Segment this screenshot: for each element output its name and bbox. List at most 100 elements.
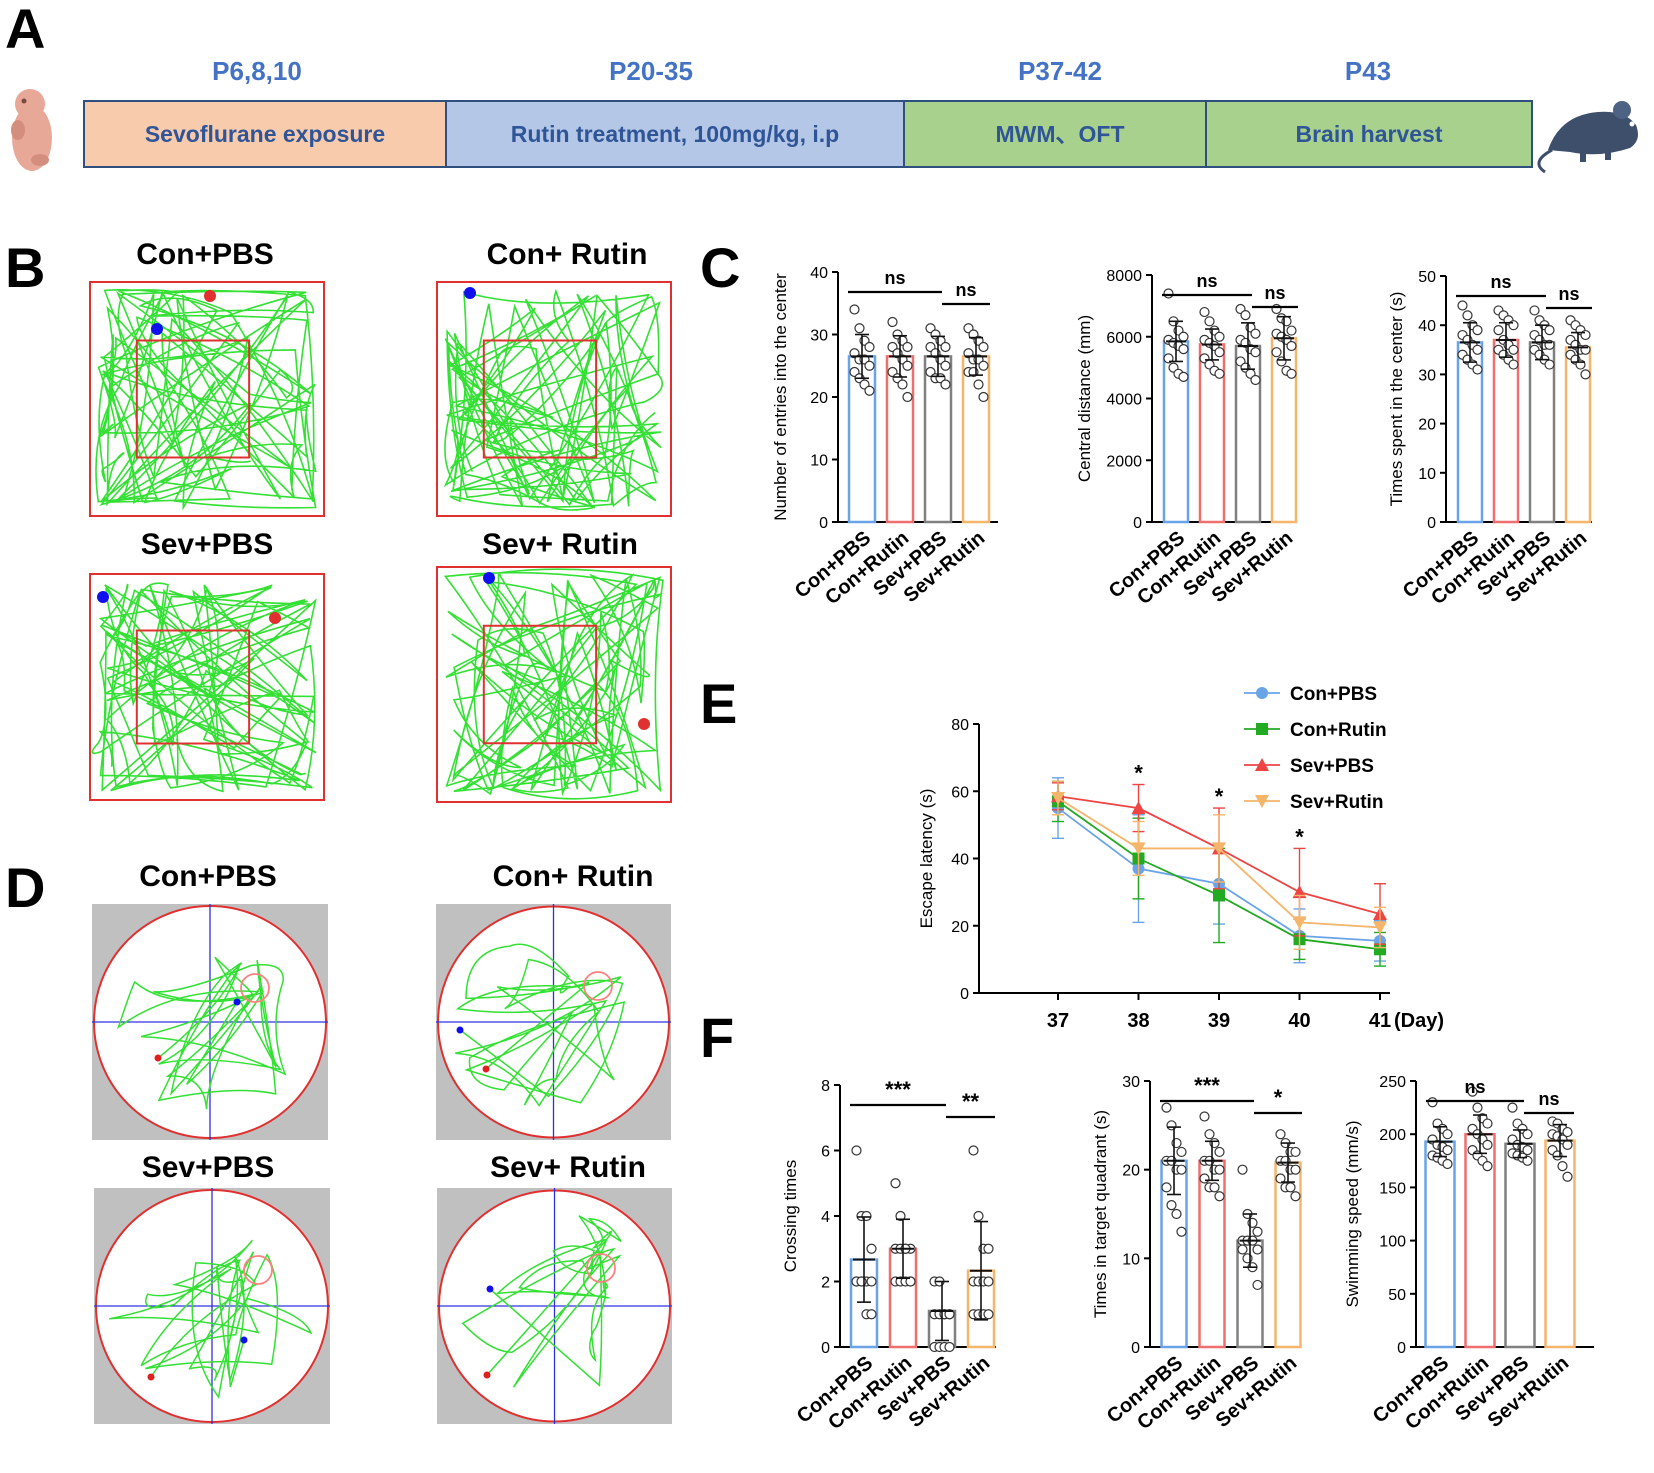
y-tick-label: 40 [951,852,969,869]
data-point [1482,1139,1493,1150]
data-point [1290,1164,1301,1175]
data-point [978,391,989,403]
data-point [864,385,875,396]
data-point [1493,325,1504,336]
data-point [1252,1226,1263,1237]
data-marker [1131,842,1146,856]
panel-label-e: E [700,672,737,735]
data-point [1166,1200,1177,1211]
swim-path [455,943,626,1107]
data-point [1163,288,1174,299]
data-point [1442,1145,1453,1156]
bar-Con+PBS [1162,340,1190,524]
data-point [1482,1161,1493,1172]
data-point [864,341,875,353]
y-tick-label: 8000 [1106,268,1142,285]
x-tick-label: 39 [1208,1010,1230,1032]
data-marker [1051,791,1065,805]
panel-label-f: F [700,1006,734,1069]
data-point [1286,340,1297,352]
bar-Con+PBS [849,1258,879,1349]
bar-Sev+PBS [1234,344,1262,524]
y-axis-title: Times spent in the center (s) [1387,292,1406,507]
legend-marker [1255,795,1269,808]
of-title-sev-rutin: Sev+ Rutin [482,528,638,561]
water-maze-pool [92,904,328,1140]
y-tick-label: 30 [1418,367,1436,384]
data-point [1522,1145,1533,1156]
data-point [1214,1146,1225,1158]
y-axis-title: Crossing times [781,1160,800,1272]
data-point [940,379,951,390]
stage-box-mwm [903,100,1207,168]
data-point [1176,1146,1187,1158]
y-tick-label: 0 [821,1340,830,1357]
y-tick-label: 50 [1388,1287,1406,1304]
data-point [1472,364,1483,375]
mwm-title-sev-pbs: Sev+PBS [142,1151,275,1184]
y-tick-label: 40 [810,265,828,282]
legend-marker [1256,723,1268,735]
data-point [1442,1158,1453,1170]
data-point [1178,331,1189,342]
y-tick-label: 6000 [1106,330,1142,347]
chart-entries-center: 0 10 20 30 40 Number of entries into the cent… [771,265,998,609]
x-axis-title: (Day) [1394,1010,1444,1032]
data-point [1178,344,1189,355]
data-point [895,1210,906,1222]
chart-escape-latency: 0 20 40 60 80 37 38 39 40 41 (Day) Escape latency (… [917,684,1444,1032]
significance-star: * [1134,761,1143,786]
data-marker [1292,916,1307,930]
significance-label: ns [1490,272,1511,292]
y-axis-title: Escape latency (s) [917,789,936,929]
end-marker [240,1336,248,1344]
stage-label-3: MWM、OFT [995,121,1124,147]
data-point [1290,1191,1301,1202]
data-marker [1213,889,1225,902]
legend-label: Sev+Rutin [1290,792,1383,813]
data-marker [1374,943,1386,956]
data-point [902,341,913,353]
data-point [1250,347,1261,358]
data-point [1214,1164,1225,1175]
data-point [1199,306,1210,318]
data-point [1271,347,1282,358]
pup-icon [11,89,52,171]
y-tick-label: 0 [1131,1340,1140,1357]
data-point [1252,1279,1263,1291]
data-point [1508,344,1519,355]
data-point [854,323,865,334]
y-tick-label: 8 [821,1078,830,1095]
legend-label: Con+Rutin [1290,720,1387,741]
platform-zone [586,1253,616,1283]
significance-label: ns [1196,271,1217,291]
center-zone [482,624,598,745]
stage-label-4: Brain harvest [1295,121,1442,147]
y-tick-label: 20 [810,390,828,407]
data-point [978,341,989,353]
platform-zone [583,971,613,1001]
mwm-title-sev-rutin: Sev+ Rutin [490,1151,646,1184]
significance-label: ns [955,280,976,300]
panel-label-b: B [5,236,45,299]
stage-box-harvest [1205,100,1533,168]
data-point [940,360,951,371]
data-point [1171,1208,1182,1220]
significance-label: ns [1464,1077,1485,1097]
data-point [1562,1171,1573,1182]
position-marker [151,323,163,335]
stage-label-2: Rutin treatment, 100mg/kg, i.p [511,121,839,147]
stage-time-2: P20-35 [609,56,693,86]
stage-box-rutin [445,100,905,168]
start-marker [147,1373,155,1381]
data-point [1562,1126,1573,1138]
open-field-panel: Con+PBS Con+ Rutin Sev+PBS Sev+ Rutin [89,238,672,803]
water-maze-panel: Con+PBS Con+ Rutin Sev+PBS Sev+ Rutin [92,860,672,1424]
data-marker [1212,842,1226,856]
data-point [1214,1191,1225,1202]
data-point [1472,1102,1483,1113]
data-point [1427,1097,1438,1108]
y-axis-title: Number of entries into the center [771,273,790,521]
data-point [1462,310,1473,321]
